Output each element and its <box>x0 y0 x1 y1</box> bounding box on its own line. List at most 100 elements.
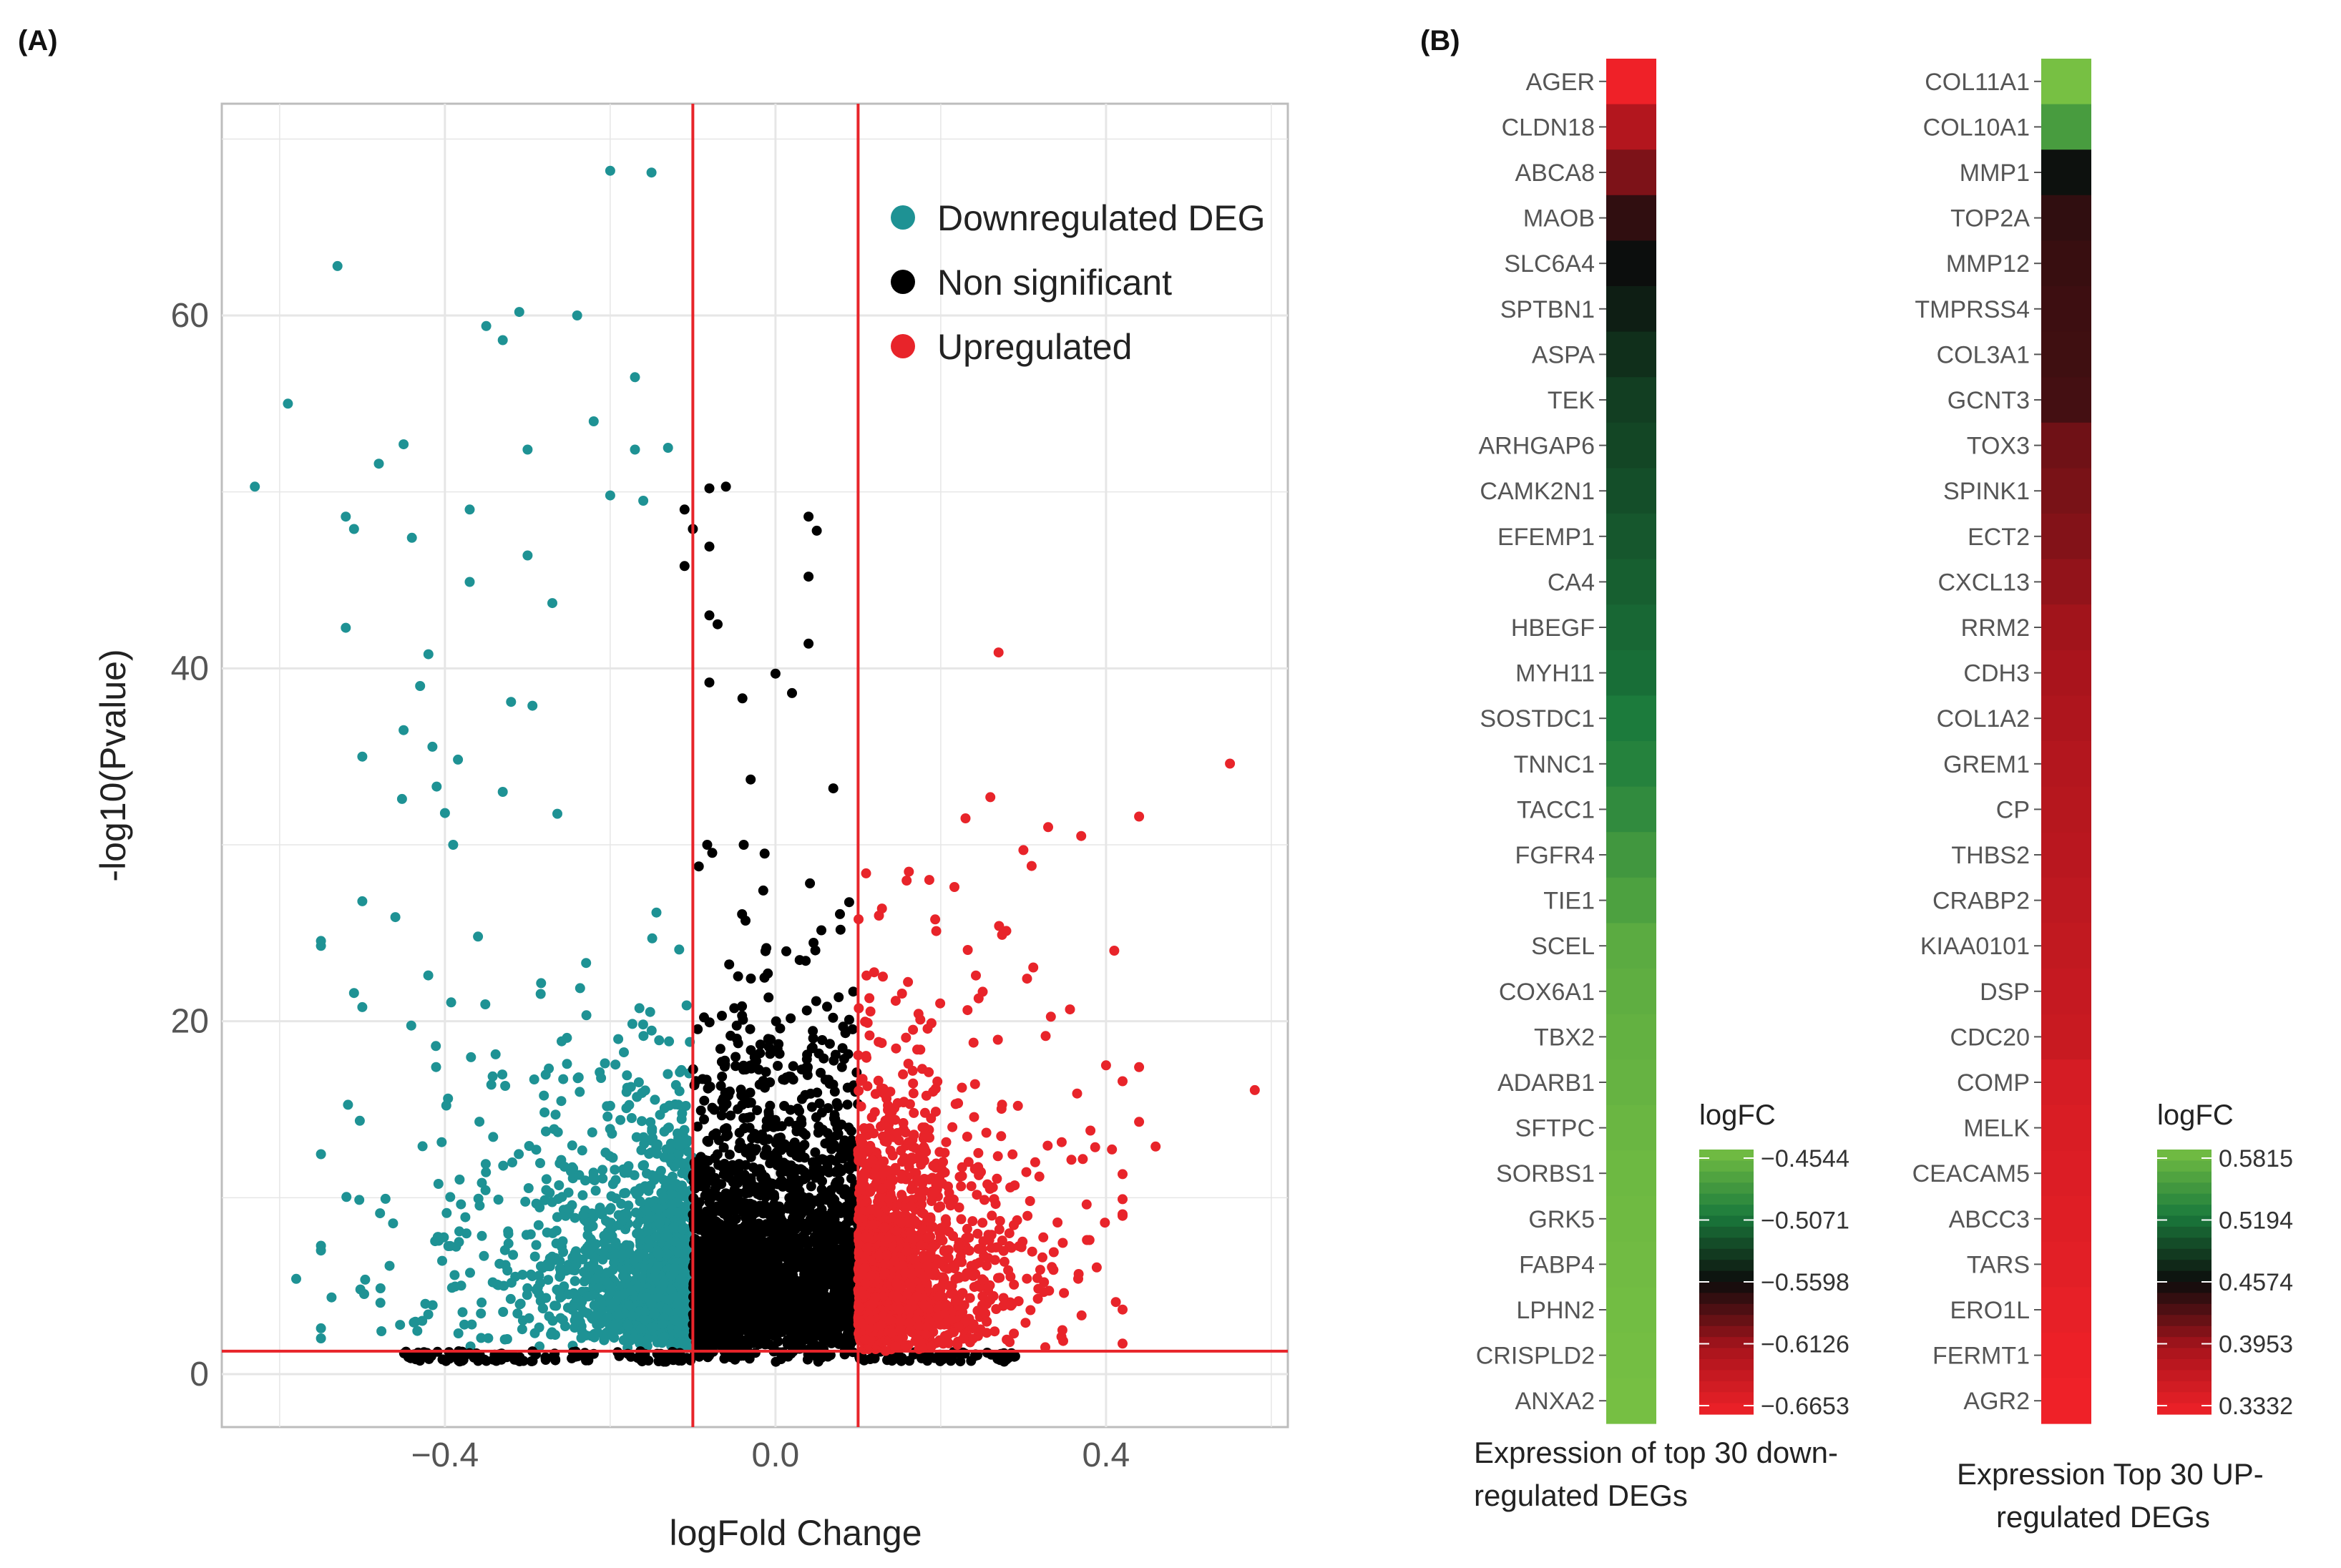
point-downregulated <box>514 1149 524 1160</box>
point-downregulated <box>618 1164 629 1175</box>
point-non-significant <box>759 1150 770 1160</box>
point-downregulated <box>466 1052 476 1062</box>
point-non-significant <box>710 1280 721 1290</box>
point-non-significant <box>724 1150 735 1160</box>
point-downregulated <box>539 1107 550 1118</box>
point-downregulated <box>497 787 508 797</box>
point-downregulated <box>664 1100 675 1111</box>
point-non-significant <box>766 1034 776 1045</box>
point-downregulated <box>420 1298 431 1309</box>
point-non-significant <box>761 943 772 954</box>
point-non-significant <box>738 840 749 850</box>
point-non-significant <box>787 687 797 698</box>
point-downregulated <box>498 1160 509 1171</box>
point-downregulated <box>499 1334 510 1345</box>
point-non-significant <box>713 619 723 629</box>
point-downregulated <box>535 989 546 999</box>
point-downregulated <box>571 1310 582 1321</box>
point-non-significant <box>734 1143 745 1154</box>
point-non-significant <box>781 1072 792 1083</box>
point-downregulated <box>326 1292 337 1303</box>
point-non-significant <box>982 1348 992 1358</box>
point-upregulated <box>928 1087 939 1097</box>
point-downregulated <box>590 1185 601 1196</box>
point-downregulated <box>572 1252 582 1263</box>
point-downregulated <box>634 1003 645 1014</box>
point-downregulated <box>497 335 508 346</box>
point-downregulated <box>388 1218 399 1229</box>
point-downregulated <box>483 1333 494 1343</box>
point-downregulated <box>441 1207 452 1218</box>
point-non-significant <box>709 1328 720 1338</box>
point-downregulated <box>532 1283 543 1293</box>
point-upregulated <box>957 1082 967 1093</box>
point-non-significant <box>808 1026 818 1037</box>
point-downregulated <box>604 1217 615 1228</box>
point-downregulated <box>456 1199 466 1210</box>
point-non-significant <box>820 1074 831 1085</box>
point-non-significant <box>818 1333 829 1344</box>
point-upregulated <box>891 1043 901 1054</box>
point-downregulated <box>431 781 442 792</box>
point-downregulated <box>645 1006 655 1017</box>
point-downregulated <box>514 1299 525 1310</box>
point-non-significant <box>755 1264 766 1275</box>
point-non-significant <box>699 1012 709 1023</box>
point-non-significant <box>720 1087 730 1098</box>
point-downregulated <box>677 1168 688 1179</box>
point-upregulated <box>909 1107 919 1118</box>
point-downregulated <box>480 1159 491 1170</box>
point-non-significant <box>730 1246 741 1257</box>
point-downregulated <box>622 1070 632 1081</box>
point-non-significant <box>808 938 819 948</box>
point-downregulated <box>466 1319 477 1330</box>
point-downregulated <box>433 1179 444 1189</box>
point-downregulated <box>647 933 658 944</box>
point-downregulated <box>384 1260 395 1271</box>
point-non-significant <box>740 1246 751 1257</box>
point-downregulated <box>563 1289 574 1300</box>
point-non-significant <box>999 1356 1010 1367</box>
point-non-significant <box>808 1334 818 1345</box>
point-upregulated <box>990 1199 1001 1210</box>
point-non-significant <box>614 1351 625 1361</box>
point-downregulated <box>596 1073 607 1083</box>
point-downregulated <box>453 754 464 765</box>
point-downregulated <box>348 524 359 534</box>
point-upregulated <box>908 1078 919 1089</box>
point-downregulated <box>610 1165 620 1175</box>
point-upregulated <box>968 1037 979 1048</box>
point-downregulated <box>670 1263 680 1273</box>
point-downregulated <box>549 1124 559 1135</box>
point-downregulated <box>409 1317 419 1328</box>
point-non-significant <box>736 1235 747 1246</box>
series-2-points <box>853 647 1260 1356</box>
point-non-significant <box>763 1299 773 1310</box>
point-downregulated <box>527 1271 537 1282</box>
point-non-significant <box>707 848 718 858</box>
point-downregulated <box>556 1096 567 1107</box>
point-non-significant <box>801 1065 812 1076</box>
point-downregulated <box>531 1240 542 1250</box>
point-non-significant <box>896 1353 907 1363</box>
point-non-significant <box>841 1303 851 1313</box>
point-non-significant <box>810 945 821 956</box>
point-downregulated <box>567 1140 577 1151</box>
point-non-significant <box>783 1322 794 1333</box>
point-downregulated <box>643 1243 654 1253</box>
point-downregulated <box>663 1231 673 1242</box>
point-non-significant <box>702 1286 713 1297</box>
point-downregulated <box>554 1263 565 1274</box>
point-non-significant <box>710 1153 720 1164</box>
point-downregulated <box>635 1235 645 1245</box>
point-non-significant <box>625 1351 636 1362</box>
point-non-significant <box>841 1286 852 1297</box>
point-downregulated <box>683 1147 693 1157</box>
point-downregulated <box>544 1063 554 1074</box>
point-non-significant <box>844 897 854 908</box>
point-downregulated <box>348 988 359 999</box>
point-downregulated <box>650 1094 660 1105</box>
point-downregulated <box>476 1333 487 1343</box>
point-non-significant <box>776 1176 787 1186</box>
point-non-significant <box>836 1202 846 1213</box>
